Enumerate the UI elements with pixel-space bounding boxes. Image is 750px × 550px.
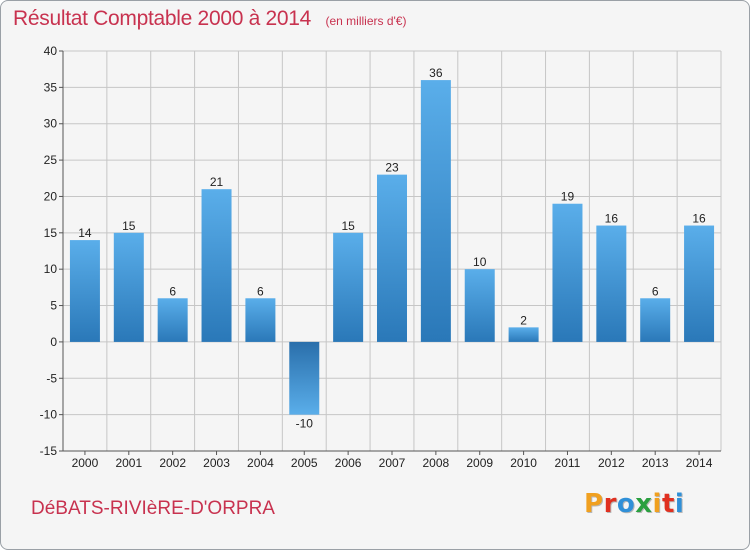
y-tick-label: -15	[40, 444, 58, 458]
data-label-2014: 16	[692, 212, 706, 226]
logo-letter: i	[652, 489, 662, 519]
bar-2005	[289, 341, 320, 415]
y-tick-label: 5	[50, 299, 57, 313]
bar-2009	[464, 269, 495, 342]
x-tick-label-2010: 2010	[510, 456, 537, 470]
logo-letter: i	[674, 489, 685, 519]
bar-2003	[201, 189, 232, 342]
x-tick-label-2013: 2013	[642, 456, 669, 470]
data-label-2008: 36	[429, 66, 443, 80]
y-tick-label: 30	[44, 117, 58, 131]
data-label-2001: 15	[122, 219, 136, 233]
y-tick-label: 25	[44, 153, 58, 167]
x-tick-label-2004: 2004	[247, 456, 274, 470]
logo-letter: x	[635, 489, 653, 519]
y-tick-label: 10	[44, 262, 58, 276]
title-row: Résultat Comptable 2000 à 2014 (en milli…	[13, 7, 406, 31]
data-label-2011: 19	[561, 190, 575, 204]
logo-letter: t	[661, 489, 675, 519]
x-tick-label-2008: 2008	[423, 456, 450, 470]
y-tick-label: 40	[44, 44, 58, 58]
data-label-2012: 16	[605, 212, 619, 226]
y-tick-label: 15	[44, 226, 58, 240]
bar-2013	[640, 298, 671, 342]
data-label-2004: 6	[257, 284, 264, 298]
x-tick-label-2003: 2003	[203, 456, 230, 470]
label-layer: 14 15 6 21 6 -10 15 23 36 10 2 19 16 6 16	[78, 66, 706, 431]
municipality-name: DéBATS-RIVIèRE-D'ORPRA	[31, 498, 275, 519]
bar-2002	[157, 298, 188, 342]
bar-2010	[508, 327, 539, 342]
x-tick-label-2014: 2014	[686, 456, 713, 470]
bar-2001	[113, 232, 144, 342]
data-label-2006: 15	[341, 219, 355, 233]
data-label-2010: 2	[520, 313, 527, 327]
logo-letter: r	[603, 489, 617, 519]
x-tick-label-2001: 2001	[115, 456, 142, 470]
bar-2004	[245, 298, 276, 342]
x-tick-label-2012: 2012	[598, 456, 625, 470]
chart-title: Résultat Comptable 2000 à 2014	[13, 7, 312, 30]
bar-2012	[596, 225, 627, 342]
y-tick-label: 35	[44, 80, 58, 94]
logo-letter: o	[616, 489, 636, 519]
y-tick-label: 20	[44, 189, 58, 203]
bar-layer	[69, 80, 715, 415]
data-label-2003: 21	[210, 175, 224, 189]
data-label-2000: 14	[78, 226, 92, 240]
y-tick-label: -5	[46, 371, 57, 385]
y-tick-label: -10	[40, 408, 58, 422]
bar-2006	[333, 232, 364, 342]
data-label-2013: 6	[652, 284, 659, 298]
y-tick-label: 0	[50, 335, 57, 349]
x-tick-label-2007: 2007	[379, 456, 406, 470]
bar-2008	[420, 80, 451, 342]
x-tick-label-2006: 2006	[335, 456, 362, 470]
bar-2011	[552, 203, 583, 342]
proxiti-logo: Proxiti	[584, 489, 684, 519]
data-label-2002: 6	[169, 284, 176, 298]
x-tick-label-2011: 2011	[555, 456, 581, 470]
x-tick-label-2002: 2002	[159, 456, 186, 470]
data-label-2005: -10	[296, 417, 314, 431]
bar-2014	[684, 225, 715, 342]
axis-layer: -15 -10 -5 0 5 10 15 20 25 30 35 40 2000 2001 2002 2003…	[40, 44, 721, 470]
x-tick-label-2005: 2005	[291, 456, 318, 470]
data-label-2009: 10	[473, 255, 487, 269]
chart-subtitle: (en milliers d'€)	[325, 14, 407, 28]
bar-2007	[377, 174, 407, 342]
logo-letter: P	[584, 489, 604, 519]
x-tick-label-2000: 2000	[72, 456, 99, 470]
data-label-2007: 23	[385, 161, 399, 175]
bar-2000	[69, 240, 100, 342]
x-tick-label-2009: 2009	[466, 456, 493, 470]
